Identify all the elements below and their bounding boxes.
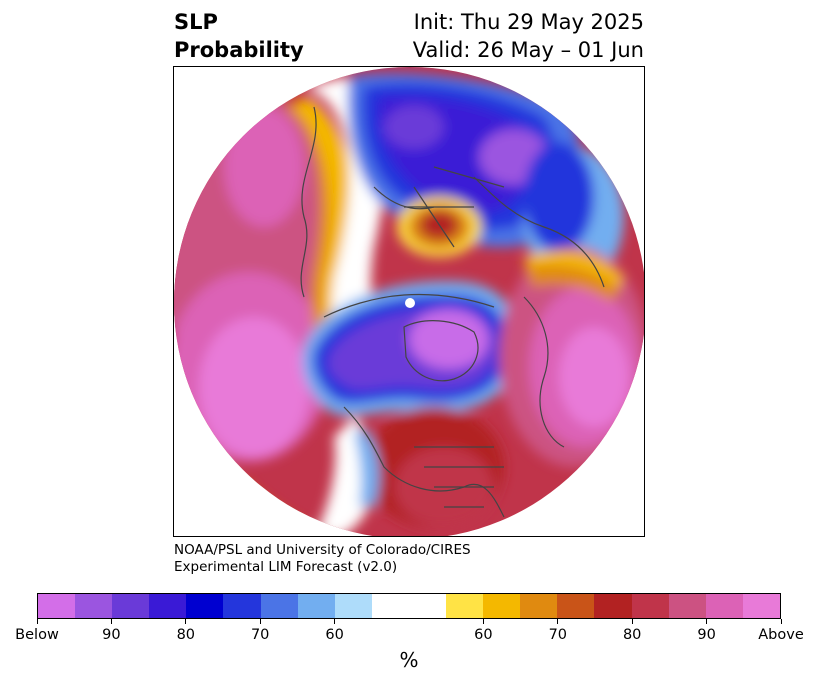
colorbar-tick-label: 70 [250, 627, 270, 643]
colorbar-tick-mark [557, 619, 559, 624]
forecast-dates: Init: Thu 29 May 2025 Valid: 26 May – 01… [413, 8, 644, 64]
colorbar-segment [557, 594, 595, 618]
colorbar-segment [112, 594, 150, 618]
colorbar-segment [149, 594, 187, 618]
colorbar-segment [38, 594, 76, 618]
colorbar-tick-label: 60 [474, 627, 493, 643]
colorbar-tick-label: 80 [622, 627, 642, 643]
colorbar-tick-mark [259, 619, 261, 624]
colorbar-segment [668, 594, 706, 618]
colorbar-tick-mark [631, 619, 633, 624]
credit-text: NOAA/PSL and University of Colorado/CIRE… [174, 542, 471, 576]
colorbar-tick-label: Above [758, 627, 804, 643]
colorbar-segment [520, 594, 558, 618]
colorbar-segment [371, 594, 409, 618]
colorbar-segment [742, 594, 780, 618]
colorbar-tick-mark [482, 619, 484, 624]
colorbar-tick-label: 60 [325, 627, 344, 643]
colorbar-tick-mark [185, 619, 187, 624]
colorbar-segment [186, 594, 224, 618]
colorbar-segment [705, 594, 743, 618]
map-panel [173, 66, 645, 537]
title-line-2: Probability [174, 38, 304, 62]
colorbar-segment [334, 594, 372, 618]
valid-range: Valid: 26 May – 01 Jun [412, 38, 644, 62]
north-pole-marker [405, 298, 415, 308]
colorbar-segment [631, 594, 669, 618]
coastlines [300, 106, 635, 518]
colorbar-tick-mark [110, 619, 112, 624]
colorbar-tick-mark [334, 619, 336, 624]
colorbar-tick-mark [706, 619, 708, 624]
probability-map [174, 67, 644, 536]
colorbar-tick-label: Below [15, 627, 59, 643]
colorbar-tick-mark [780, 619, 782, 624]
colorbar-segment [446, 594, 484, 618]
colorbar-segment [223, 594, 261, 618]
colorbar-segment [75, 594, 113, 618]
init-date: Init: Thu 29 May 2025 [413, 10, 644, 34]
colorbar-segment [297, 594, 335, 618]
credit-line-1: NOAA/PSL and University of Colorado/CIRE… [174, 542, 471, 558]
colorbar-tick-label: 70 [548, 627, 568, 643]
map-title: SLP Probability [174, 8, 304, 64]
title-line-1: SLP [174, 10, 218, 34]
colorbar-segment [483, 594, 521, 618]
colorbar-segment [594, 594, 632, 618]
credit-line-2: Experimental LIM Forecast (v2.0) [174, 559, 398, 575]
colorbar-segment [408, 594, 447, 618]
colorbar-tick-label: 80 [176, 627, 196, 643]
colorbar [37, 593, 781, 619]
colorbar-tick-mark [36, 619, 38, 624]
colorbar-tick-label: 90 [697, 627, 716, 643]
colorbar-unit: % [399, 648, 419, 672]
colorbar-tick-label: 90 [102, 627, 121, 643]
probability-field [174, 67, 644, 536]
colorbar-segment [260, 594, 298, 618]
